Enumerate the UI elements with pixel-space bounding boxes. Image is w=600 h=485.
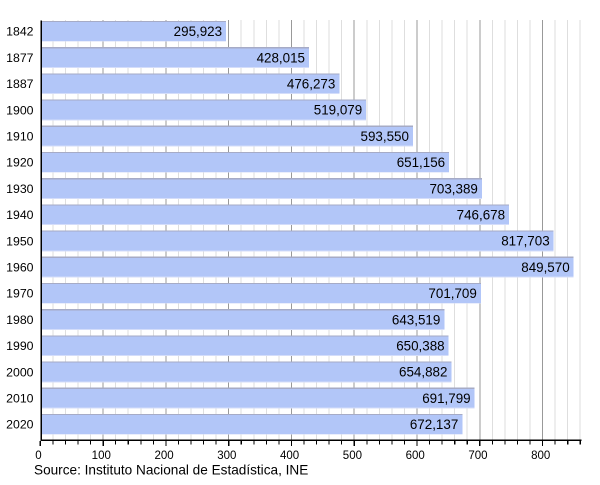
svg-text:800: 800 (531, 450, 550, 462)
svg-text:295,923: 295,923 (174, 24, 222, 39)
svg-text:1887: 1887 (6, 77, 34, 91)
svg-text:746,678: 746,678 (457, 208, 505, 223)
svg-text:476,273: 476,273 (287, 77, 335, 92)
svg-text:1842: 1842 (6, 25, 34, 39)
svg-text:500: 500 (343, 450, 362, 462)
svg-text:593,550: 593,550 (361, 129, 409, 144)
svg-text:1980: 1980 (6, 313, 34, 327)
svg-text:849,570: 849,570 (521, 260, 569, 275)
svg-text:2020: 2020 (6, 418, 34, 432)
svg-text:643,519: 643,519 (392, 312, 440, 327)
svg-text:2000: 2000 (6, 365, 34, 379)
svg-text:672,137: 672,137 (410, 417, 458, 432)
svg-text:817,703: 817,703 (501, 234, 549, 249)
svg-text:2010: 2010 (6, 392, 34, 406)
svg-text:0: 0 (35, 450, 41, 462)
svg-text:1990: 1990 (6, 339, 34, 353)
svg-text:1910: 1910 (6, 130, 34, 144)
svg-text:691,799: 691,799 (422, 391, 470, 406)
svg-text:651,156: 651,156 (397, 155, 445, 170)
svg-text:Source: Instituto Nacional de: Source: Instituto Nacional de Estadístic… (34, 462, 308, 477)
svg-text:701,709: 701,709 (428, 286, 476, 301)
svg-text:1960: 1960 (6, 261, 34, 275)
svg-text:1930: 1930 (6, 182, 34, 196)
svg-text:1950: 1950 (6, 234, 34, 248)
svg-text:519,079: 519,079 (314, 103, 362, 118)
svg-text:100: 100 (92, 450, 111, 462)
svg-text:700: 700 (468, 450, 487, 462)
svg-text:1920: 1920 (6, 156, 34, 170)
svg-text:428,015: 428,015 (257, 50, 305, 65)
svg-text:703,389: 703,389 (429, 181, 477, 196)
svg-text:1900: 1900 (6, 103, 34, 117)
svg-text:200: 200 (154, 450, 173, 462)
svg-text:1940: 1940 (6, 208, 34, 222)
svg-text:654,882: 654,882 (399, 365, 447, 380)
svg-text:600: 600 (406, 450, 425, 462)
svg-text:1970: 1970 (6, 287, 34, 301)
svg-text:1877: 1877 (6, 51, 34, 65)
svg-text:400: 400 (280, 450, 299, 462)
svg-text:300: 300 (217, 450, 236, 462)
svg-text:650,388: 650,388 (396, 339, 444, 354)
